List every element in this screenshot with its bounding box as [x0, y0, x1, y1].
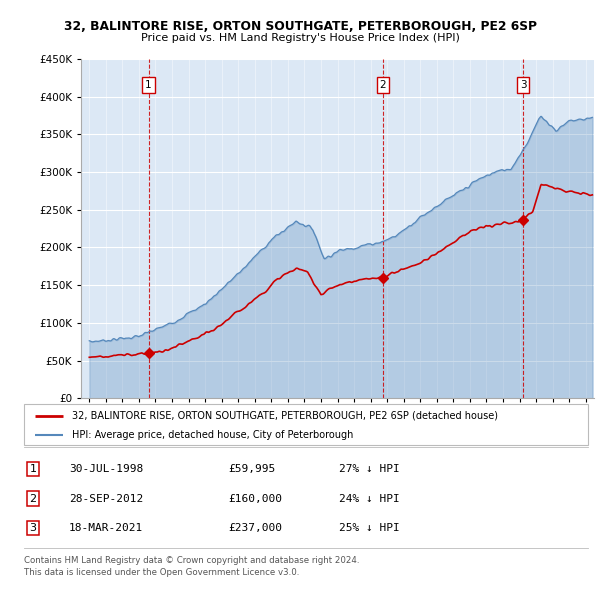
Text: 28-SEP-2012: 28-SEP-2012	[69, 494, 143, 503]
Text: 30-JUL-1998: 30-JUL-1998	[69, 464, 143, 474]
Text: Price paid vs. HM Land Registry's House Price Index (HPI): Price paid vs. HM Land Registry's House …	[140, 34, 460, 43]
Text: 27% ↓ HPI: 27% ↓ HPI	[339, 464, 400, 474]
Text: 3: 3	[29, 523, 37, 533]
Text: Contains HM Land Registry data © Crown copyright and database right 2024.: Contains HM Land Registry data © Crown c…	[24, 556, 359, 565]
Text: This data is licensed under the Open Government Licence v3.0.: This data is licensed under the Open Gov…	[24, 568, 299, 577]
Text: £160,000: £160,000	[228, 494, 282, 503]
Text: 24% ↓ HPI: 24% ↓ HPI	[339, 494, 400, 503]
Text: £59,995: £59,995	[228, 464, 275, 474]
Text: 32, BALINTORE RISE, ORTON SOUTHGATE, PETERBOROUGH, PE2 6SP (detached house): 32, BALINTORE RISE, ORTON SOUTHGATE, PET…	[72, 411, 498, 421]
Text: 1: 1	[29, 464, 37, 474]
Text: 25% ↓ HPI: 25% ↓ HPI	[339, 523, 400, 533]
Text: £237,000: £237,000	[228, 523, 282, 533]
Text: 18-MAR-2021: 18-MAR-2021	[69, 523, 143, 533]
Text: 1: 1	[145, 80, 152, 90]
Text: 2: 2	[380, 80, 386, 90]
Text: HPI: Average price, detached house, City of Peterborough: HPI: Average price, detached house, City…	[72, 430, 353, 440]
Text: 2: 2	[29, 494, 37, 503]
Text: 32, BALINTORE RISE, ORTON SOUTHGATE, PETERBOROUGH, PE2 6SP: 32, BALINTORE RISE, ORTON SOUTHGATE, PET…	[64, 20, 536, 33]
Text: 3: 3	[520, 80, 526, 90]
